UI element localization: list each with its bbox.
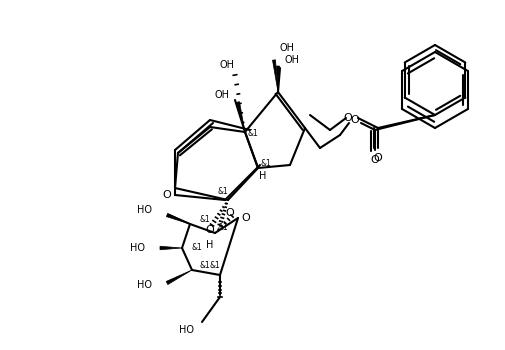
- Text: &1: &1: [191, 244, 203, 252]
- Polygon shape: [236, 102, 245, 132]
- Text: O: O: [350, 115, 360, 125]
- Text: HO: HO: [130, 243, 145, 253]
- Text: HO: HO: [179, 325, 194, 335]
- Text: OH: OH: [220, 60, 234, 70]
- Text: O: O: [374, 153, 382, 163]
- Text: O: O: [163, 190, 171, 200]
- Text: O: O: [206, 225, 215, 235]
- Text: H: H: [207, 240, 214, 250]
- Text: HO: HO: [137, 280, 152, 290]
- Text: &1: &1: [218, 188, 228, 196]
- Text: &1: &1: [261, 159, 271, 168]
- Text: &1: &1: [199, 215, 211, 224]
- Polygon shape: [273, 60, 278, 92]
- Text: H: H: [259, 171, 267, 181]
- Text: &1: &1: [199, 260, 211, 270]
- Text: O: O: [226, 208, 234, 218]
- Text: HO: HO: [137, 205, 152, 215]
- Text: OH: OH: [279, 43, 294, 53]
- Polygon shape: [160, 246, 182, 250]
- Polygon shape: [166, 214, 190, 224]
- Text: &1: &1: [210, 260, 220, 270]
- Text: OH: OH: [284, 55, 299, 65]
- Text: O: O: [241, 213, 250, 223]
- Text: &1: &1: [218, 224, 228, 232]
- Text: O: O: [343, 113, 352, 123]
- Polygon shape: [277, 66, 279, 92]
- Text: &1: &1: [247, 130, 259, 139]
- Polygon shape: [166, 270, 192, 285]
- Text: O: O: [371, 155, 379, 165]
- Text: OH: OH: [215, 90, 229, 100]
